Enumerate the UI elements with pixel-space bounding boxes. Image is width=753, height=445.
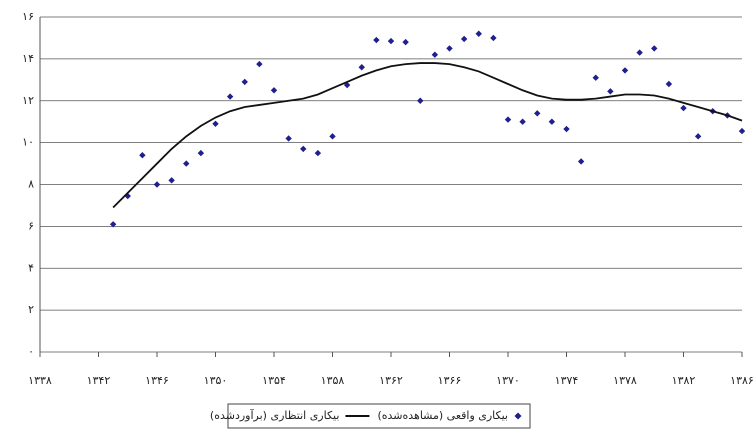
data-point bbox=[153, 181, 161, 188]
legend-box bbox=[227, 403, 531, 429]
y-tick-label: ۴ bbox=[28, 261, 34, 274]
y-tick-label: ۱۰ bbox=[22, 136, 34, 149]
x-tick-label: ۱۳۷۰ bbox=[496, 374, 520, 387]
data-point bbox=[358, 64, 365, 71]
data-point bbox=[519, 118, 526, 125]
data-point bbox=[504, 116, 512, 123]
data-point bbox=[270, 87, 278, 94]
y-tick-label: ۱۴ bbox=[22, 52, 34, 65]
x-tick-label: ۱۳۵۰ bbox=[204, 374, 228, 387]
legend-label: بیکاری واقعی (مشاهده‌شده) bbox=[377, 409, 508, 422]
data-point bbox=[212, 120, 219, 127]
x-tick-label: ۱۳۵۴ bbox=[262, 374, 286, 387]
y-tick-label: ۱۲ bbox=[22, 94, 34, 107]
data-point bbox=[168, 177, 175, 184]
data-point bbox=[329, 133, 336, 140]
data-point bbox=[373, 36, 380, 44]
data-point bbox=[183, 160, 190, 167]
data-point bbox=[124, 192, 131, 200]
x-tick-label: ۱۳۵۸ bbox=[321, 374, 345, 387]
data-point bbox=[607, 88, 614, 95]
data-point bbox=[548, 118, 556, 125]
data-point bbox=[197, 149, 205, 157]
data-point bbox=[534, 110, 541, 117]
data-point bbox=[563, 125, 570, 133]
data-point bbox=[592, 74, 599, 81]
data-point bbox=[665, 80, 673, 88]
x-tick-label: ۱۳۸۶ bbox=[730, 374, 753, 387]
x-tick-label: ۱۳۳۸ bbox=[28, 374, 52, 387]
data-point bbox=[475, 30, 482, 37]
x-tick-label: ۱۳۸۲ bbox=[672, 374, 696, 387]
data-point bbox=[285, 135, 292, 142]
x-tick-label: ۱۳۷۴ bbox=[555, 374, 579, 387]
legend-label: بیکاری انتظاری (برآوردشده) bbox=[210, 408, 340, 422]
data-point bbox=[314, 149, 322, 157]
data-point bbox=[490, 34, 497, 42]
data-point bbox=[694, 133, 702, 140]
data-point bbox=[109, 221, 117, 228]
data-point bbox=[738, 127, 746, 135]
data-point bbox=[680, 104, 687, 112]
x-tick-label: ۱۳۴۶ bbox=[145, 374, 169, 387]
data-point bbox=[226, 93, 234, 100]
data-point bbox=[241, 78, 248, 86]
y-tick-label: ۶ bbox=[28, 219, 34, 232]
data-point bbox=[460, 35, 468, 43]
y-tick-label: ۸ bbox=[28, 178, 34, 191]
x-tick-label: ۱۳۴۲ bbox=[87, 374, 111, 387]
legend-marker bbox=[514, 412, 522, 420]
x-tick-label: ۱۳۶۶ bbox=[438, 374, 462, 387]
data-point bbox=[256, 60, 263, 68]
data-line bbox=[112, 62, 743, 209]
y-tick-label: ۰ bbox=[28, 345, 34, 358]
x-tick-label: ۱۳۶۲ bbox=[379, 374, 403, 387]
data-point bbox=[402, 38, 409, 46]
data-point bbox=[300, 145, 307, 153]
data-point bbox=[431, 51, 439, 58]
data-point bbox=[577, 158, 585, 165]
data-point bbox=[636, 49, 643, 56]
y-tick-label: ۲ bbox=[28, 303, 34, 316]
data-point bbox=[651, 45, 658, 52]
data-point bbox=[139, 151, 146, 159]
data-point bbox=[621, 67, 629, 74]
y-tick-label: ۱۶ bbox=[22, 10, 34, 23]
data-point bbox=[387, 37, 395, 45]
data-point bbox=[446, 45, 453, 52]
x-tick-label: ۱۳۷۸ bbox=[613, 374, 637, 387]
data-point bbox=[417, 97, 424, 104]
